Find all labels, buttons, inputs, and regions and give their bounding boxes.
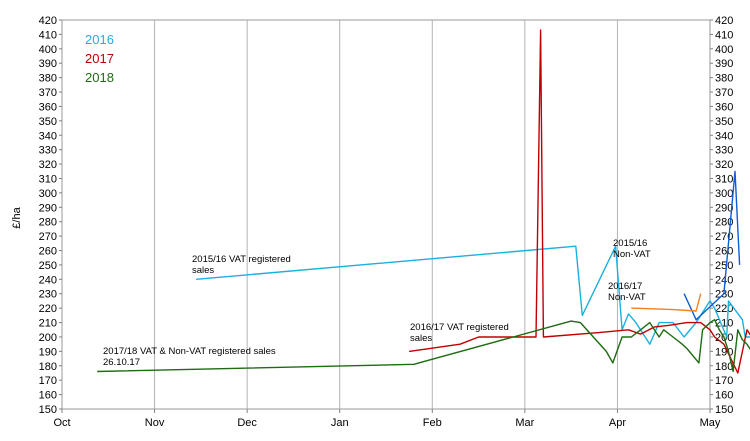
series-line-2018	[97, 319, 750, 373]
y-tick-label: 420	[715, 15, 733, 27]
y-tick-label: 180	[715, 361, 733, 373]
x-tick-label: May	[700, 417, 721, 429]
legend-box	[74, 24, 132, 88]
y-tick-label: 320	[715, 159, 733, 171]
y-tick-label: 150	[39, 404, 57, 416]
y-tick-label: 310	[715, 173, 733, 185]
annotation-line: 2015/16	[613, 238, 647, 249]
annotation-2017-18: 2017/18 VAT & Non-VAT registered sales 2…	[103, 346, 278, 368]
y-tick-label: 220	[39, 303, 57, 315]
y-tick-label: 320	[39, 159, 57, 171]
plot-frame	[61, 19, 711, 410]
y-tick-label: 160	[39, 390, 57, 402]
annotation-2016-17-nonvat: 2016/17 Non-VAT	[608, 281, 646, 303]
legend-item-2018: 2018	[85, 70, 114, 85]
x-tick-label: Jan	[331, 417, 349, 429]
annotation-line: sales	[192, 265, 214, 276]
y-tick-label: 280	[715, 217, 733, 229]
y-tick-label: 400	[715, 44, 733, 56]
y-axis-left: 150 160 170 180 190 200 210 220 230 240 250 260 270 2…	[39, 15, 62, 416]
y-tick-label: 230	[39, 289, 57, 301]
annotation-line: 2016/17 VAT registered	[410, 322, 509, 333]
y-tick-label: 200	[39, 332, 57, 344]
y-tick-label: 370	[715, 87, 733, 99]
series-line-2017-non-vat	[631, 293, 702, 312]
x-tick-label: Apr	[609, 417, 626, 429]
y-tick-label: 160	[715, 390, 733, 402]
y-tick-label: 220	[715, 303, 733, 315]
y-tick-label: 410	[715, 29, 733, 41]
y-tick-label: 390	[715, 58, 733, 70]
y-tick-label: 360	[715, 101, 733, 113]
x-tick-label: Mar	[515, 417, 534, 429]
y-tick-label: 390	[39, 58, 57, 70]
annotation-line: sales	[410, 333, 432, 344]
y-tick-label: 340	[39, 130, 57, 142]
y-tick-label: 310	[39, 173, 57, 185]
legend-item-2016: 2016	[85, 32, 114, 47]
y-tick-label: 190	[39, 346, 57, 358]
annotation-2015-16-nonvat: 2015/16 Non-VAT	[613, 238, 651, 260]
y-tick-label: 290	[715, 202, 733, 214]
annotation-line: 2016/17	[608, 281, 642, 292]
y-tick-label: 300	[715, 188, 733, 200]
y-tick-label: 350	[39, 116, 57, 128]
series-lines	[97, 29, 750, 374]
x-tick-label: Feb	[423, 417, 442, 429]
y-tick-label: 260	[39, 246, 57, 258]
y-tick-label: 210	[39, 318, 57, 330]
y-tick-label: 280	[39, 217, 57, 229]
y-axis-right: 1501601701801902002102202302402502602702…	[710, 15, 733, 416]
y-tick-label: 380	[715, 73, 733, 85]
y-axis-label: £/ha	[11, 206, 23, 228]
y-tick-label: 170	[39, 375, 57, 387]
y-tick-label: 380	[39, 73, 57, 85]
annotation-line: 2015/16 VAT registered	[192, 254, 291, 265]
x-axis: Oct Nov Dec Jan Feb Mar Apr May	[53, 409, 721, 429]
legend: 2016 2017 2018	[74, 24, 132, 88]
annotation-line: 26.10.17	[103, 357, 140, 368]
y-tick-label: 290	[39, 202, 57, 214]
y-tick-label: 410	[39, 29, 57, 41]
y-tick-label: 400	[39, 44, 57, 56]
y-tick-label: 250	[715, 260, 733, 272]
y-tick-label: 330	[715, 145, 733, 157]
x-tick-label: Dec	[237, 417, 257, 429]
y-tick-label: 250	[39, 260, 57, 272]
y-tick-label: 270	[715, 231, 733, 243]
legend-item-2017: 2017	[85, 51, 114, 66]
y-tick-label: 170	[715, 375, 733, 387]
y-tick-label: 370	[39, 87, 57, 99]
y-tick-label: 420	[39, 15, 57, 27]
y-tick-label: 350	[715, 116, 733, 128]
y-tick-label: 300	[39, 188, 57, 200]
y-tick-label: 240	[39, 274, 57, 286]
y-tick-label: 340	[715, 130, 733, 142]
series-line-2017	[409, 29, 750, 374]
vertical-gridlines	[154, 20, 618, 409]
annotation-line: Non-VAT	[608, 292, 646, 303]
annotation-line: Non-VAT	[613, 249, 651, 260]
y-tick-label: 360	[39, 101, 57, 113]
y-tick-label: 270	[39, 231, 57, 243]
y-tick-label: 150	[715, 404, 733, 416]
y-tick-label: 180	[39, 361, 57, 373]
y-tick-label: 260	[715, 246, 733, 258]
annotation-2016-17-vat: 2016/17 VAT registered sales	[410, 322, 511, 344]
annotation-line: 2017/18 VAT & Non-VAT registered sales	[103, 346, 276, 357]
x-tick-label: Oct	[53, 417, 70, 429]
x-tick-label: Nov	[145, 417, 165, 429]
y-tick-label: 240	[715, 274, 733, 286]
annotation-2015-16-vat: 2015/16 VAT registered sales	[192, 254, 293, 276]
y-tick-label: 330	[39, 145, 57, 157]
